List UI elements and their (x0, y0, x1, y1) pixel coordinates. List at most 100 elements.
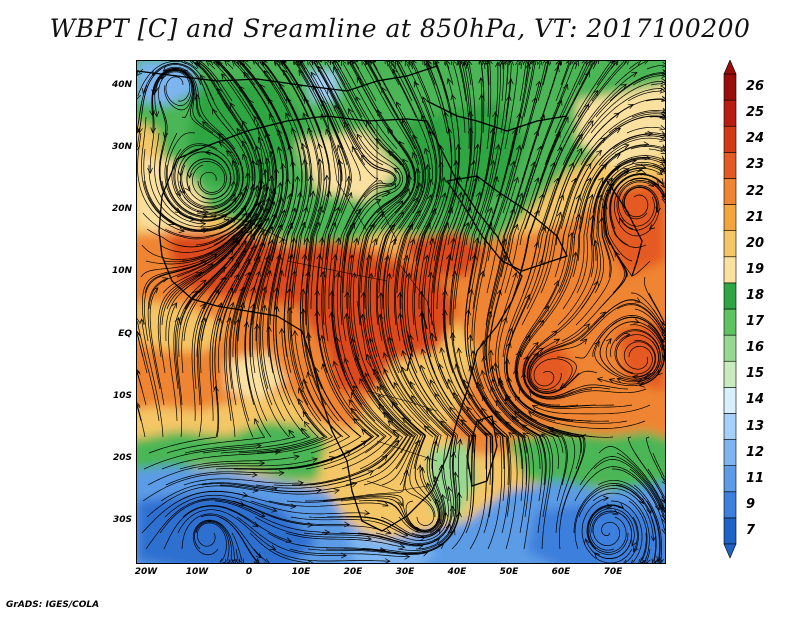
streamline (148, 386, 219, 454)
lat-tick-label: 30S (112, 515, 132, 525)
streamline (532, 404, 651, 415)
streamline-arrow (481, 407, 487, 414)
streamline-arrow (333, 61, 339, 66)
streamline (646, 500, 661, 562)
streamline-arrow (464, 221, 470, 229)
streamline-arrow (489, 365, 496, 372)
streamline-arrow (441, 176, 447, 183)
streamline (533, 358, 573, 388)
streamline (541, 433, 554, 550)
colorbar-label: 14 (746, 392, 765, 408)
streamline-arrow (390, 238, 397, 245)
streamline-arrow (320, 113, 326, 120)
streamline-arrow (356, 133, 362, 140)
streamline (305, 470, 408, 502)
streamline-arrow (659, 124, 665, 131)
streamline-arrow (544, 61, 551, 66)
streamline-arrow (616, 377, 623, 384)
streamline-arrow (409, 381, 416, 388)
streamline (181, 267, 226, 374)
streamline-arrow (279, 83, 285, 90)
colorbar-swatch (723, 256, 737, 284)
streamline-arrow (312, 84, 318, 91)
streamline (333, 361, 387, 454)
streamline-arrow (389, 223, 395, 231)
streamline-arrow (419, 466, 426, 473)
streamline-arrow (509, 207, 516, 215)
colorbar-label: 7 (746, 522, 756, 538)
streamline-arrow (219, 266, 226, 273)
streamline-arrow (618, 217, 625, 224)
streamline-arrow (409, 61, 415, 65)
streamline-arrow (432, 439, 438, 447)
streamline-arrow (266, 325, 272, 332)
streamline-arrow (553, 338, 561, 344)
streamline (374, 168, 419, 278)
streamline-arrow (370, 61, 376, 65)
streamline (183, 241, 247, 342)
streamline-arrow (234, 318, 241, 325)
streamline (444, 310, 484, 422)
streamline (576, 80, 664, 150)
streamline-arrow (292, 329, 298, 337)
streamline-arrow (216, 317, 222, 324)
streamline (209, 302, 223, 422)
streamline-arrow (418, 290, 425, 297)
streamline-arrow (425, 222, 431, 230)
streamline (445, 61, 454, 86)
streamline (447, 379, 491, 486)
streamline (449, 207, 471, 326)
streamline (560, 62, 570, 86)
streamline (137, 335, 148, 374)
streamline-arrow (506, 376, 512, 383)
streamline (574, 485, 644, 550)
streamline-arrow (288, 253, 294, 260)
streamline (556, 112, 620, 214)
streamline-arrow (269, 544, 277, 550)
streamline-arrow (513, 223, 519, 231)
streamline (346, 199, 381, 310)
streamline-arrow (179, 187, 185, 194)
streamline (508, 62, 531, 166)
streamline-arrow (591, 61, 597, 64)
streamline (616, 452, 665, 510)
streamline-arrow (661, 508, 665, 512)
streamline (520, 252, 577, 358)
map-canvas (137, 61, 665, 563)
streamline-arrow (361, 428, 368, 435)
streamline-arrow (659, 168, 665, 174)
streamline (615, 330, 661, 383)
streamline-arrow (428, 130, 434, 137)
streamline-arrow (612, 509, 619, 515)
streamline (537, 133, 583, 246)
streamline (538, 299, 641, 358)
streamline (406, 63, 418, 86)
streamline (331, 61, 363, 118)
streamline (198, 197, 270, 294)
streamline-arrow (151, 89, 157, 96)
streamline-arrow (243, 321, 250, 328)
streamline-arrow (236, 127, 243, 135)
streamline (547, 427, 585, 518)
streamline-arrow (661, 95, 665, 102)
streamline (219, 484, 340, 495)
streamline-arrow (260, 61, 266, 65)
lat-tick-label: 10S (112, 391, 132, 401)
streamline-arrow (391, 401, 397, 408)
streamline (143, 260, 207, 342)
streamline-arrow (300, 142, 307, 150)
streamline-arrow (251, 213, 258, 220)
streamline (577, 153, 621, 262)
streamline-arrow (420, 114, 427, 121)
streamline-arrow (365, 61, 371, 65)
streamline-arrow (300, 427, 307, 434)
streamline (524, 116, 569, 230)
streamline (463, 379, 509, 486)
streamline-arrow (438, 464, 445, 471)
streamline (490, 350, 560, 438)
streamline-arrow (661, 338, 665, 343)
streamline-arrow (250, 233, 256, 241)
streamline-arrow (660, 498, 665, 503)
streamline (484, 239, 506, 358)
streamline-arrow (259, 511, 266, 518)
